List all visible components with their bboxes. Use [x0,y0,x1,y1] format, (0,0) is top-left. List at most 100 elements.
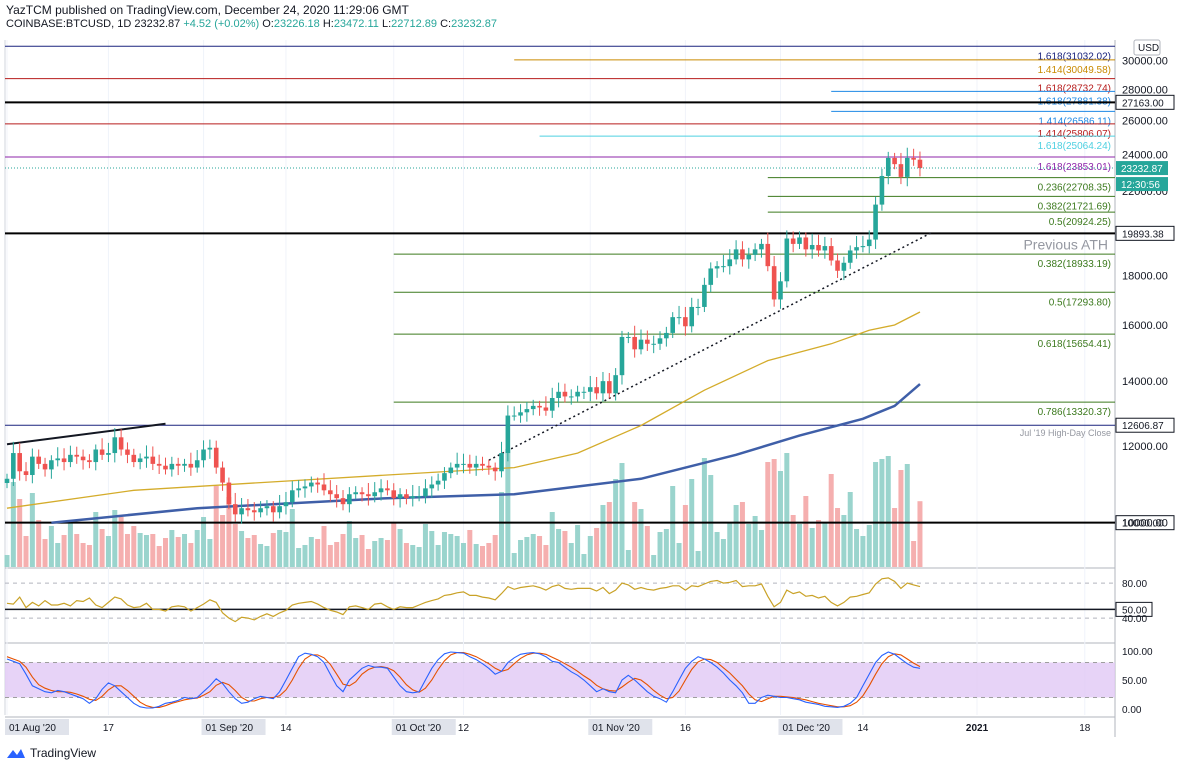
candle-body [80,456,86,461]
candle [429,476,435,498]
countdown-box [1116,177,1168,192]
candle [873,196,878,249]
volume-bar [23,536,29,567]
volume-bar [194,530,200,567]
countdown-label: 12:30:56 [1121,180,1160,191]
candle-body [397,494,403,499]
candle-body [841,262,847,271]
candle [600,371,606,402]
volume-bar [651,555,657,567]
stoch-tick-label: 0.00 [1122,705,1142,716]
candle [632,325,637,358]
candle [765,232,771,272]
candle-body [847,250,853,263]
candle-body [467,463,473,468]
candle-body [315,482,320,485]
rsi-line [6,577,921,623]
level-label: 0.5(17293.80) [1049,297,1111,308]
candle-body [194,460,200,468]
candle [803,232,809,257]
candle-body [106,453,111,455]
candle [112,428,118,463]
low-value: 22712.89 [391,18,438,30]
candle [746,247,752,269]
volume-bar [866,525,872,567]
candle-body [594,387,599,394]
stoch-tick-label: 50.00 [1122,676,1147,687]
volume-bar [758,530,764,567]
candle [537,400,542,416]
candle [93,444,99,471]
candle-body [809,244,815,250]
stoch-k-line [6,651,921,709]
candle [866,230,872,254]
candle-body [746,254,752,260]
volume-bar [372,541,378,567]
candle [892,152,897,170]
volume-bar [594,528,600,567]
volume-bar [239,531,245,567]
candle [733,240,739,265]
trendline-dotted [488,231,933,461]
y-tick-label: 30000.00 [1122,56,1168,68]
candle [898,152,904,185]
time-tick-label: 18 [1079,723,1091,734]
close-value: 23232.87 [451,18,497,30]
volume-bar [682,505,688,567]
volume-bar [816,520,822,567]
time-tick-label: 01 Oct '20 [396,723,442,734]
stoch-band [5,662,1115,698]
candle [36,449,41,469]
volume-bar [346,521,352,567]
time-tick-box [5,719,69,735]
candle [860,235,866,253]
candle-body [828,246,834,261]
level-label: 1.414(26586.11) [1038,116,1111,127]
volume-bar [492,535,498,567]
candle-body [448,467,454,474]
candle [594,377,599,400]
candle-body [530,405,536,410]
volume-bar [841,515,847,567]
candle-body [695,306,701,308]
y-tick-label: 16000.00 [1122,320,1168,332]
stoch-d-line [6,652,921,708]
candle [664,326,669,347]
candle [492,462,498,481]
candles [4,147,923,524]
volume-bar [80,543,86,567]
candle [55,447,61,467]
candle-body [321,484,327,491]
candle [435,473,441,491]
volume-bar [315,539,321,567]
volume-bar [175,537,181,567]
candle-body [290,490,295,503]
ma-slow-line [51,383,921,524]
candle [454,452,460,475]
tradingview-logo[interactable]: TradingView [6,746,96,760]
candle [309,476,314,493]
candle-body [651,343,656,345]
candle [163,457,168,475]
candle-body [683,317,688,327]
candle-body [714,266,720,269]
rsi-level-label: 50.00 [1122,605,1147,616]
candle-body [904,157,910,177]
candle-body [328,490,333,495]
candle-body [866,239,872,247]
candle-body [733,249,739,260]
candle [328,480,333,502]
candle [619,330,625,385]
currency-badge [1133,39,1161,56]
candle [904,147,910,187]
candle-body [575,391,580,397]
level-label: 0.382(18933.19) [1038,259,1111,270]
symbol-ohlc-line: COINBASE:BTCUSD, 1D 23232.87 +4.52 (+0.0… [6,18,497,30]
time-tick-label: 16 [680,723,692,734]
low-key: L: [381,18,392,30]
volume-bar [93,512,99,567]
volume-bar [765,462,771,567]
candle-body [144,456,149,459]
stoch-tick-label: 100.00 [1122,647,1153,658]
